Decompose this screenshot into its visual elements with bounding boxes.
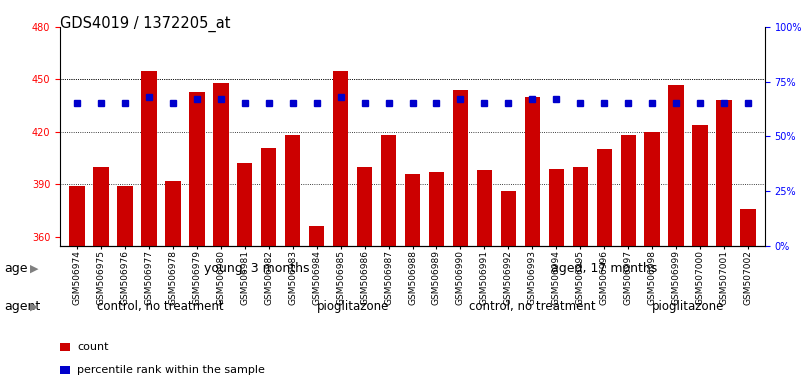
Bar [117,186,133,246]
Bar [93,167,109,246]
Bar [429,172,445,246]
Bar [309,227,324,246]
Bar [525,97,540,246]
Bar [716,101,732,246]
Text: pioglitazone: pioglitazone [652,300,724,313]
Text: percentile rank within the sample: percentile rank within the sample [77,365,265,375]
Bar [692,125,708,246]
Bar [549,169,564,246]
Text: control, no treatment: control, no treatment [469,300,596,313]
Text: control, no treatment: control, no treatment [98,300,224,313]
Text: age: age [4,262,27,275]
Bar [453,90,469,246]
Bar [645,132,660,246]
Text: GDS4019 / 1372205_at: GDS4019 / 1372205_at [60,15,231,31]
Bar [669,84,684,246]
Bar [740,209,756,246]
Bar [69,186,85,246]
Text: aged, 17 months: aged, 17 months [551,262,658,275]
Bar [285,136,300,246]
Bar [141,71,156,246]
Bar [165,181,180,246]
Text: young, 3 months: young, 3 months [204,262,309,275]
Bar [597,149,612,246]
Bar [621,136,636,246]
Bar [332,71,348,246]
Bar [261,148,276,246]
Text: pioglitazone: pioglitazone [316,300,388,313]
Text: count: count [77,342,108,352]
Bar [405,174,421,246]
Bar [189,92,204,246]
Bar [573,167,588,246]
Bar [501,192,516,246]
Text: ▶: ▶ [30,263,39,273]
Bar [237,164,252,246]
Bar [477,170,493,246]
Bar [213,83,228,246]
Text: ▶: ▶ [30,302,39,312]
Text: agent: agent [4,300,40,313]
Bar [380,136,396,246]
Bar [356,167,372,246]
